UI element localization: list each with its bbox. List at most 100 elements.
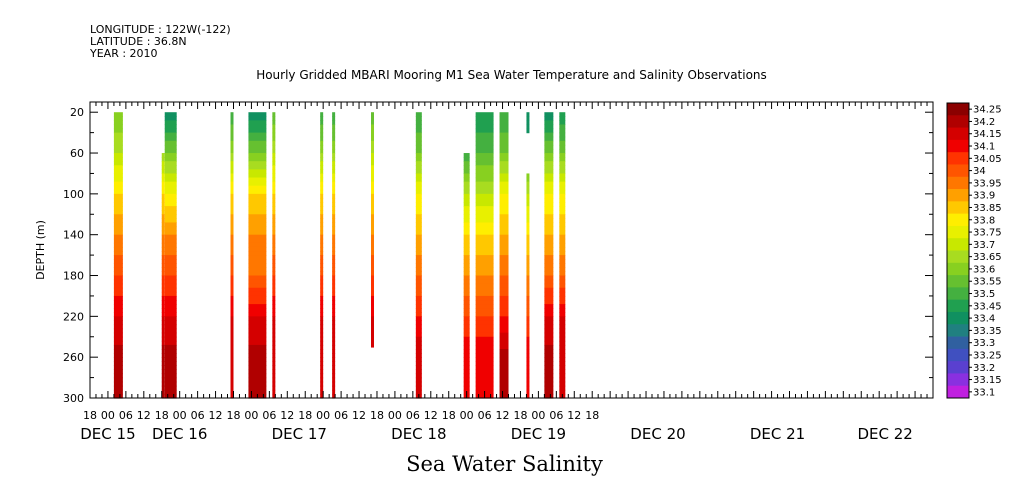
data-cell bbox=[230, 173, 234, 179]
data-cell bbox=[559, 148, 566, 154]
data-cell bbox=[248, 148, 267, 154]
data-cell bbox=[559, 218, 566, 224]
data-cell bbox=[161, 230, 165, 236]
data-cell bbox=[526, 214, 530, 219]
data-cell bbox=[272, 308, 276, 313]
data-cell bbox=[526, 344, 530, 350]
data-cell bbox=[463, 332, 470, 338]
colorbar-swatch bbox=[947, 213, 969, 227]
data-cell bbox=[113, 304, 123, 309]
data-cell bbox=[544, 161, 554, 166]
data-cell bbox=[463, 234, 470, 240]
data-cell bbox=[332, 165, 336, 170]
colorbar-label: 33.45 bbox=[973, 301, 1002, 312]
data-cell bbox=[559, 389, 566, 395]
data-cell bbox=[499, 173, 509, 179]
data-cell bbox=[164, 361, 177, 366]
data-cell bbox=[499, 340, 509, 346]
data-cell bbox=[272, 291, 276, 297]
data-cell bbox=[544, 230, 554, 236]
data-cell bbox=[499, 365, 509, 371]
data-cell bbox=[475, 312, 494, 317]
data-cell bbox=[463, 210, 470, 215]
data-cell bbox=[230, 165, 234, 170]
data-cell bbox=[320, 197, 324, 203]
data-cell bbox=[475, 230, 494, 236]
data-cell bbox=[332, 275, 336, 281]
data-cell bbox=[230, 344, 234, 350]
data-cell bbox=[248, 365, 267, 371]
data-cell bbox=[332, 320, 336, 326]
data-cell bbox=[332, 222, 336, 228]
data-cell bbox=[332, 295, 336, 301]
data-cell bbox=[544, 185, 554, 191]
data-cell bbox=[499, 320, 509, 326]
data-cell bbox=[415, 148, 422, 154]
data-cell bbox=[559, 161, 566, 166]
data-cell bbox=[526, 197, 530, 203]
data-cell bbox=[320, 271, 324, 277]
data-cell bbox=[544, 169, 554, 175]
data-cell bbox=[161, 320, 165, 326]
data-cell bbox=[526, 332, 530, 338]
data-cell bbox=[544, 112, 554, 117]
data-cell bbox=[544, 283, 554, 289]
data-cell bbox=[113, 312, 123, 317]
x-hour-label: 18 bbox=[83, 409, 97, 422]
data-cell bbox=[371, 116, 374, 121]
data-cell bbox=[332, 377, 336, 383]
data-cell bbox=[371, 181, 374, 187]
data-cell bbox=[415, 255, 422, 260]
data-cell bbox=[499, 324, 509, 330]
data-cell bbox=[320, 308, 324, 313]
data-cell bbox=[499, 157, 509, 162]
data-cell bbox=[559, 226, 566, 232]
data-cell bbox=[463, 181, 470, 187]
data-cell bbox=[415, 385, 422, 391]
data-cell bbox=[230, 210, 234, 215]
data-cell bbox=[371, 344, 374, 348]
data-cell bbox=[320, 377, 324, 383]
data-cell bbox=[415, 373, 422, 379]
data-cell bbox=[415, 283, 422, 289]
data-cell bbox=[415, 259, 422, 264]
data-cell bbox=[320, 120, 324, 126]
x-hour-label: 00 bbox=[316, 409, 330, 422]
data-cell bbox=[463, 214, 470, 219]
data-cell bbox=[499, 361, 509, 366]
data-cell bbox=[230, 295, 234, 301]
data-cell bbox=[272, 365, 276, 371]
x-hour-label: 12 bbox=[352, 409, 366, 422]
data-cell bbox=[272, 197, 276, 203]
data-cell bbox=[544, 206, 554, 211]
data-cell bbox=[463, 344, 470, 350]
data-cell bbox=[230, 124, 234, 130]
data-cell bbox=[544, 181, 554, 187]
data-cell bbox=[475, 340, 494, 346]
data-cell bbox=[499, 234, 509, 240]
data-cell bbox=[559, 153, 566, 158]
data-cell bbox=[320, 238, 324, 244]
data-cell bbox=[526, 349, 530, 354]
data-cell bbox=[248, 251, 267, 256]
data-cell bbox=[230, 246, 234, 252]
data-cell bbox=[230, 140, 234, 146]
data-cell bbox=[415, 312, 422, 317]
data-cell bbox=[544, 304, 554, 309]
colorbar-swatch bbox=[947, 287, 969, 301]
data-cell bbox=[499, 295, 509, 301]
data-cell bbox=[544, 157, 554, 162]
x-hour-label: 00 bbox=[244, 409, 258, 422]
data-cell bbox=[248, 316, 267, 322]
data-cell bbox=[113, 267, 123, 273]
data-cell bbox=[320, 336, 324, 342]
data-cell bbox=[475, 210, 494, 215]
colorbar-swatch bbox=[947, 348, 969, 362]
data-cell bbox=[475, 332, 494, 338]
data-cell bbox=[371, 202, 374, 207]
data-cell bbox=[463, 336, 470, 342]
data-cell bbox=[248, 369, 267, 375]
data-cell bbox=[164, 222, 177, 228]
data-cell bbox=[113, 144, 123, 150]
data-cell bbox=[475, 308, 494, 313]
